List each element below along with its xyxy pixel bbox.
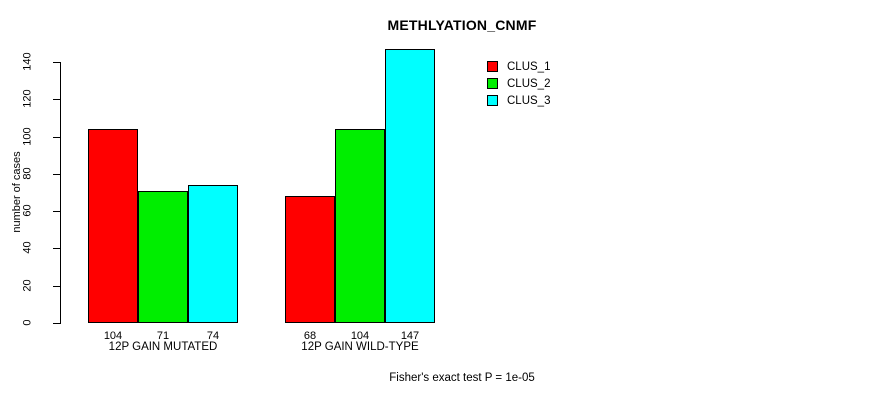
legend-color-swatch [487, 61, 498, 72]
bar-value-label: 104 [350, 330, 370, 342]
statistics-annotation: Fisher's exact test P = 1e-05 [389, 372, 535, 384]
legend-item-clus_1: CLUS_1 [487, 58, 550, 75]
group-label-2: 12P GAIN WILD-TYPE [301, 341, 419, 353]
legend-color-swatch [487, 95, 498, 106]
chart-legend: CLUS_1 CLUS_2 CLUS_3 [487, 58, 550, 109]
bar-clus_3-group1 [188, 185, 238, 323]
bar-value-label: 71 [156, 330, 170, 342]
bar-clus_1-group1 [88, 129, 138, 323]
legend-label: CLUS_2 [507, 77, 551, 90]
y-axis-tick-label: 20 [6, 279, 50, 293]
y-axis-tick-mark [53, 248, 60, 250]
y-axis-tick-label: 120 [6, 90, 50, 108]
y-axis-tick-mark [53, 99, 60, 101]
y-axis-title: number of cases [11, 151, 23, 233]
y-axis-tick-mark [53, 173, 60, 175]
legend-label: CLUS_3 [507, 94, 551, 107]
y-axis-tick-label: 80 [6, 167, 50, 181]
y-axis-tick-label-text: 0 [21, 319, 34, 326]
y-axis-tick-mark [53, 285, 60, 287]
y-axis-tick-mark [53, 211, 60, 213]
y-axis-tick-label-text: 40 [21, 241, 34, 255]
bar-value-label: 104 [103, 330, 123, 342]
bar-value-label: 147 [400, 330, 420, 342]
bar-clus_2-group2 [335, 129, 385, 323]
y-axis-tick-label-text: 120 [21, 89, 34, 108]
y-axis-tick-label-text: 80 [21, 167, 34, 180]
bar-clus_1-group2 [285, 196, 335, 323]
y-axis-tick-label: 0 [6, 316, 50, 330]
legend-item-clus_2: CLUS_2 [487, 75, 550, 92]
bar-clus_2-group1 [138, 190, 188, 323]
y-axis-line [60, 62, 61, 324]
bar-value-label: 68 [303, 330, 317, 342]
y-axis-tick-label: 140 [6, 52, 50, 70]
legend-label: CLUS_1 [507, 60, 551, 73]
y-axis-tick-label-text: 20 [21, 279, 34, 292]
chart-title: METHLYATION_CNMF [387, 17, 537, 33]
y-axis-tick-mark [53, 136, 60, 138]
y-axis-tick-label-text: 100 [21, 126, 34, 146]
legend-color-swatch [487, 78, 498, 89]
y-axis-tick-mark [53, 323, 60, 324]
y-axis-tick-label: 40 [6, 241, 50, 255]
bar-value-label: 74 [206, 330, 220, 342]
y-axis-tick-label-text: 60 [21, 204, 34, 217]
y-axis-tick-label: 60 [6, 204, 50, 218]
y-axis-tick-mark [53, 62, 60, 63]
y-axis-tick-label-text: 140 [21, 52, 34, 71]
bar-clus_3-group2 [385, 48, 435, 323]
group-label-1: 12P GAIN MUTATED [108, 341, 218, 353]
legend-item-clus_3: CLUS_3 [487, 92, 550, 109]
y-axis-tick-label: 100 [6, 127, 50, 145]
